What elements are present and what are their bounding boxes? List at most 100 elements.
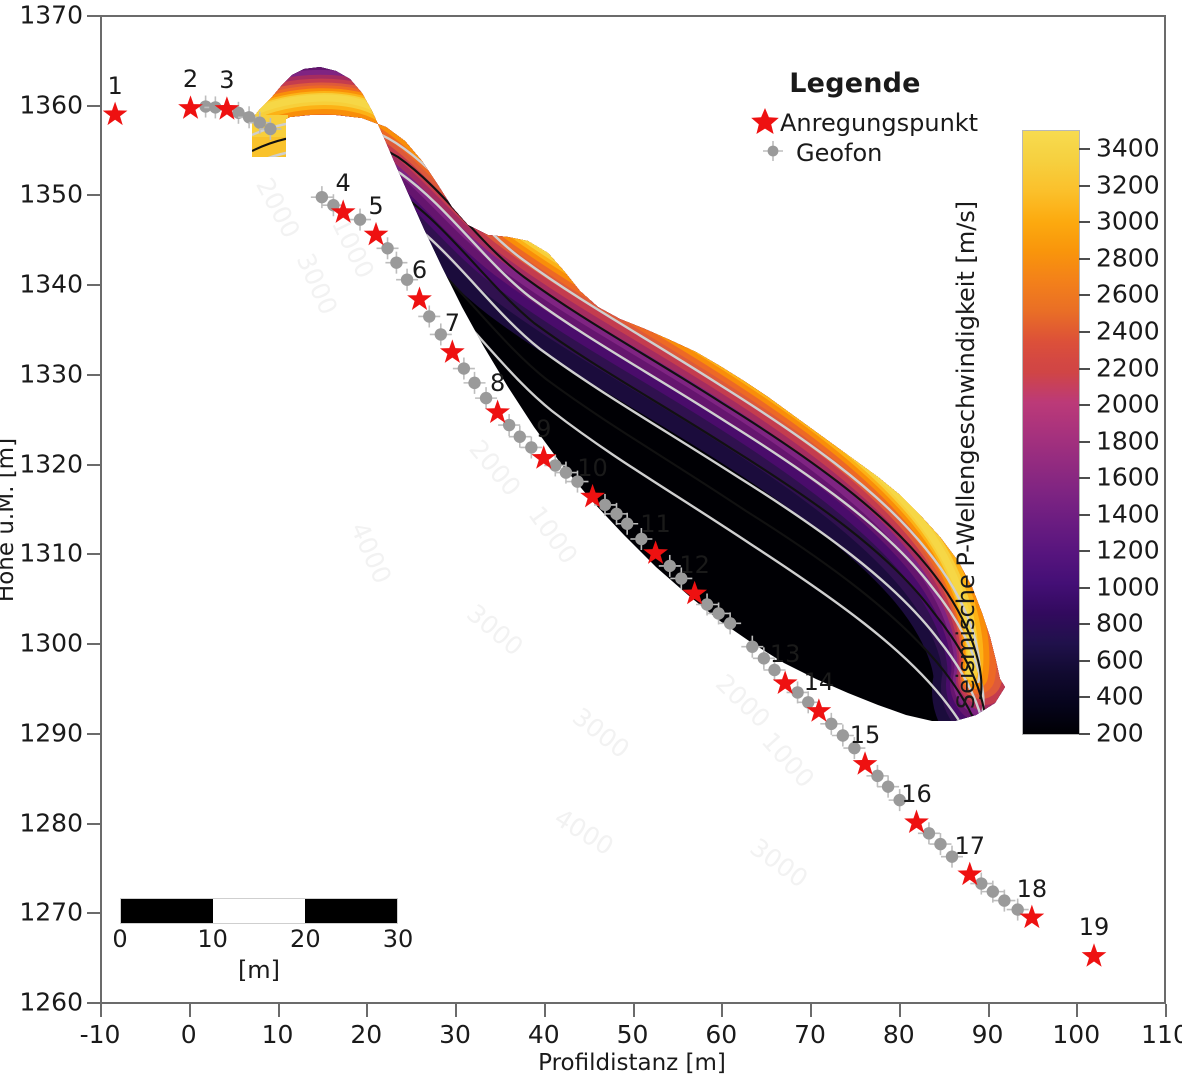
y-tick-label: 1340 — [19, 269, 83, 299]
colorbar-tick-label: 1400 — [1096, 499, 1160, 529]
shot-point-label: 16 — [901, 779, 932, 808]
scale-bar-segment-black-1 — [121, 899, 213, 923]
colorbar-tick-label: 3000 — [1096, 206, 1160, 236]
colorbar-tick — [1079, 513, 1090, 516]
star-icon — [750, 106, 780, 140]
colorbar-tick — [1079, 367, 1090, 370]
colorbar-tick-label: 3200 — [1096, 170, 1160, 200]
x-tick — [721, 1004, 724, 1017]
colorbar-tick — [1079, 257, 1090, 260]
y-tick — [87, 463, 100, 466]
shot-point-label: 2 — [182, 65, 199, 94]
colorbar-tick — [1079, 184, 1090, 187]
y-tick — [87, 822, 100, 825]
colorbar-tick-label: 1800 — [1096, 426, 1160, 456]
y-tick — [87, 373, 100, 376]
shot-point-label: 8 — [489, 369, 506, 398]
x-tick — [188, 1004, 191, 1017]
colorbar: 3400 3200 3000 2800 2600 2400 2200 2000 1800 1600… — [1022, 130, 1160, 748]
colorbar-gradient — [1022, 130, 1080, 735]
y-tick-label: 1350 — [19, 179, 83, 209]
colorbar-tick-label: 600 — [1096, 645, 1144, 675]
plot-right-border — [1164, 15, 1166, 1003]
y-tick-label: 1330 — [19, 359, 83, 389]
x-tick — [455, 1004, 457, 1017]
x-tick-label: 20 — [350, 1020, 383, 1049]
y-tick — [87, 284, 100, 287]
colorbar-tick — [1079, 733, 1090, 735]
shot-point-label: 6 — [411, 256, 428, 285]
legend: Legende Anregungspunkt Geofon — [740, 68, 978, 168]
legend-item-geophone: Geofon — [750, 138, 970, 168]
y-tick — [87, 1002, 100, 1004]
x-tick-label: 0 — [180, 1020, 197, 1049]
y-tick-label: 1300 — [19, 628, 83, 658]
x-tick — [100, 1004, 102, 1017]
shot-point-label: 4 — [335, 169, 351, 198]
shot-point-label: 13 — [769, 640, 801, 669]
x-tick-label: 90 — [971, 1020, 1004, 1049]
x-tick — [898, 1004, 901, 1017]
shot-point-label: 18 — [1016, 874, 1048, 903]
plot-area: 2000 1000 3000 2000 1000 4000 3000 3000 2000 1000… — [100, 15, 1165, 1002]
scale-bar-segment-white — [213, 899, 305, 923]
y-tick — [87, 732, 100, 735]
shot-point-label: 1 — [107, 71, 123, 100]
x-tick — [987, 1004, 990, 1017]
colorbar-tick — [1079, 477, 1090, 480]
y-tick — [87, 104, 100, 107]
y-tick — [87, 643, 100, 646]
scale-bar-unit: [m] — [237, 956, 281, 984]
shot-point-label: 3 — [219, 66, 235, 95]
shot-point-label: 11 — [640, 510, 671, 539]
colorbar-tick-label: 1600 — [1096, 462, 1160, 492]
shot-point-label: 15 — [849, 721, 881, 750]
y-tick — [87, 912, 100, 915]
scale-bar-ticks: 0 10 20 30 — [112, 924, 413, 954]
legend-label-geophone: Geofon — [796, 139, 883, 167]
x-axis-title: Profildistanz [m] — [538, 1050, 726, 1076]
y-tick-label: 1370 — [19, 0, 83, 30]
circle-icon — [750, 136, 796, 170]
colorbar-tick — [1079, 659, 1090, 662]
x-tick-label: 40 — [527, 1020, 560, 1049]
legend-item-shot: Anregungspunkt — [750, 106, 978, 140]
y-tick-label: 1270 — [19, 897, 83, 927]
colorbar-tick — [1079, 550, 1090, 553]
y-tick-label: 1310 — [19, 538, 83, 568]
colorbar-tick — [1079, 331, 1090, 333]
x-axis-line — [100, 1002, 1166, 1004]
y-tick-label: 1260 — [19, 987, 83, 1017]
x-tick-label: 70 — [794, 1020, 826, 1049]
colorbar-tick — [1079, 586, 1090, 589]
shot-point-label: 17 — [954, 831, 986, 860]
colorbar-tick — [1079, 440, 1090, 443]
x-tick — [277, 1004, 280, 1017]
x-tick — [1165, 1004, 1167, 1017]
colorbar-tick-label: 2800 — [1096, 243, 1160, 273]
y-tick-label: 1320 — [19, 449, 83, 479]
x-tick — [810, 1004, 812, 1017]
colorbar-tick-label: 400 — [1096, 681, 1144, 711]
shot-point-label: 10 — [577, 453, 608, 482]
y-tick-label: 1360 — [19, 90, 83, 120]
y-tick — [87, 194, 100, 197]
x-tick-label: -10 — [79, 1020, 121, 1049]
x-tick — [1076, 1004, 1079, 1017]
colorbar-tick — [1079, 623, 1090, 626]
y-axis-line — [100, 15, 102, 1003]
shot-point-label: 19 — [1078, 913, 1110, 942]
colorbar-tick-label: 2200 — [1096, 353, 1160, 383]
x-tick-label: 110 — [1141, 1020, 1182, 1049]
x-tick-label: 100 — [1052, 1020, 1101, 1049]
colorbar-tick-label: 2000 — [1096, 389, 1160, 419]
scale-bar-segments — [120, 898, 398, 924]
x-tick-label: 60 — [705, 1020, 738, 1049]
x-tick — [543, 1004, 546, 1017]
colorbar-tick-label: 2400 — [1096, 316, 1160, 346]
x-tick-label: 80 — [882, 1020, 915, 1049]
y-tick-label: 1280 — [19, 808, 83, 838]
shot-point-label: 14 — [803, 668, 835, 697]
x-tick-label: 50 — [616, 1020, 649, 1049]
